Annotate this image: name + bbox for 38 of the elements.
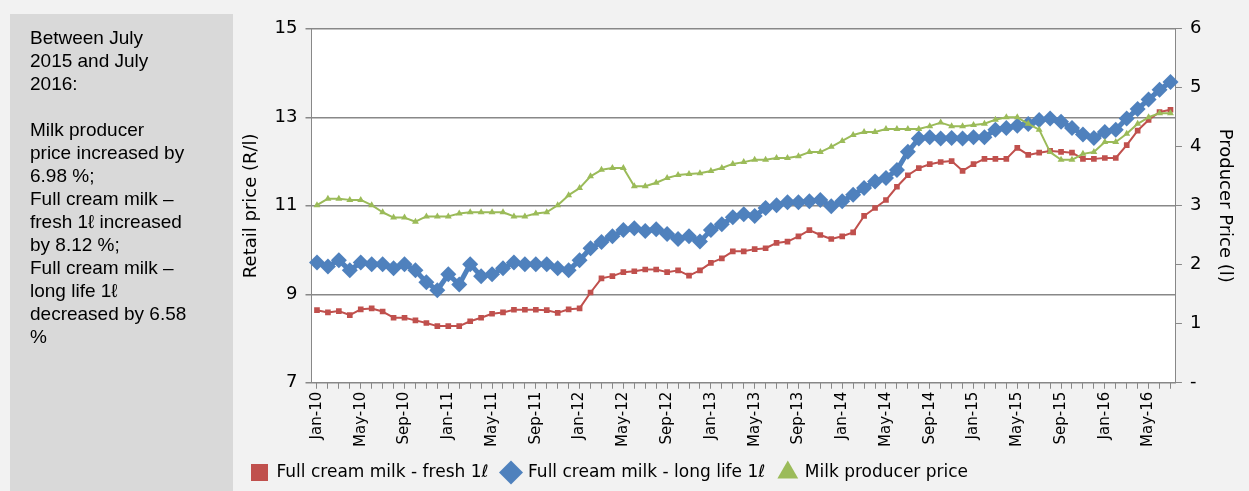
x-tick-label: Sep-11 xyxy=(525,391,544,445)
x-tick-label: Jan-13 xyxy=(700,391,719,441)
x-tick-label: Sep-10 xyxy=(394,391,413,445)
x-tick-label: May-16 xyxy=(1138,391,1157,447)
x-tick-label: Jan-10 xyxy=(306,391,325,441)
y2-tick-label: 5 xyxy=(1189,75,1202,97)
x-tick-label: May-13 xyxy=(744,391,763,447)
y-tick-label: 13 xyxy=(274,104,298,126)
legend-label: Full cream milk - fresh 1ℓ xyxy=(276,460,489,481)
x-tick-label: Jan-16 xyxy=(1094,391,1113,441)
x-tick-label: May-12 xyxy=(613,391,632,447)
y2-tick-label: 6 xyxy=(1189,16,1202,38)
y-tick-label: 9 xyxy=(286,281,298,303)
y-tick-label: 11 xyxy=(274,193,298,215)
x-tick-label: May-15 xyxy=(1007,391,1026,447)
x-tick-label: May-14 xyxy=(875,391,894,447)
legend-label: Milk producer price xyxy=(804,460,969,481)
legend-label: Full cream milk - long life 1ℓ xyxy=(528,460,766,481)
y2-tick-label: 4 xyxy=(1189,134,1202,156)
y2-tick-label: - xyxy=(1189,370,1197,392)
y2-axis-title: Producer Price (l) xyxy=(1215,128,1237,283)
x-tick-label: Jan-15 xyxy=(963,391,982,441)
x-tick-label: Sep-15 xyxy=(1050,391,1069,445)
y-tick-label: 15 xyxy=(274,16,298,38)
x-tick-label: May-10 xyxy=(350,391,369,447)
x-tick-label: Jan-11 xyxy=(438,391,457,441)
x-tick-label: Jan-12 xyxy=(569,391,588,441)
y2-tick-label: 2 xyxy=(1189,252,1202,274)
x-tick-label: Sep-12 xyxy=(657,391,676,445)
y2-tick-label: 1 xyxy=(1189,311,1202,333)
text: Between July 2015 and July 2016: Milk producer price increased by 6.98 %; Full cream milk – fresh 1ℓ increased by 8.12 %; Full cream milk – long life 1ℓ decreased by 6.58 % xyxy=(30,27,187,347)
y-axis-title: Retail price (R/l) xyxy=(239,133,261,279)
x-tick-label: Sep-13 xyxy=(788,391,807,445)
x-tick-label: Jan-14 xyxy=(832,391,851,441)
x-tick-label: May-11 xyxy=(481,391,500,447)
x-tick-label: Sep-14 xyxy=(919,391,938,445)
y-tick-label: 7 xyxy=(286,370,298,392)
y2-tick-label: 3 xyxy=(1189,193,1202,215)
